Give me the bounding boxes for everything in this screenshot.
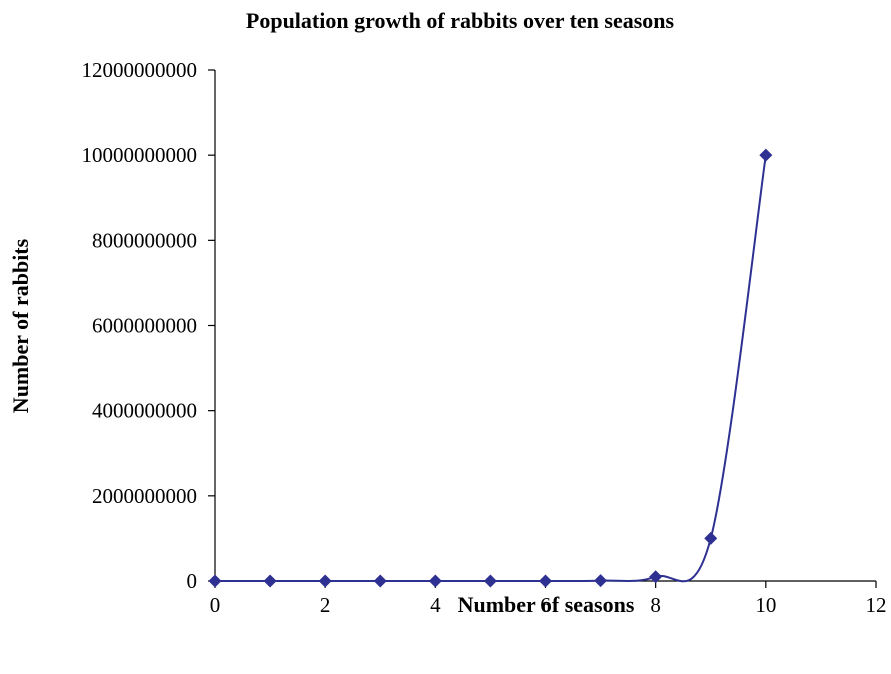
data-point-marker: [704, 531, 718, 545]
y-tick-label: 6000000000: [92, 314, 197, 338]
x-axis-label: Number of seasons: [458, 592, 635, 617]
x-tick-label: 8: [650, 593, 661, 617]
data-point-marker: [594, 574, 608, 588]
y-tick-label: 0: [187, 569, 198, 593]
data-point-marker: [539, 574, 552, 588]
x-tick-label: 10: [755, 593, 776, 617]
y-tick-label: 2000000000: [92, 484, 197, 508]
data-point-marker: [759, 148, 773, 162]
y-tick-label: 8000000000: [92, 228, 197, 252]
data-point-marker: [318, 574, 332, 588]
data-point-marker: [428, 574, 442, 588]
y-axis-label: Number of rabbits: [8, 238, 33, 413]
series-line: [215, 155, 767, 583]
y-tick-label: 10000000000: [82, 143, 198, 167]
data-point-marker: [263, 574, 277, 588]
series-markers: [208, 148, 773, 588]
y-tick-label: 4000000000: [92, 399, 197, 423]
y-tick-label: 12000000000: [82, 58, 198, 82]
x-tick-label: 12: [866, 593, 887, 617]
y-axis-ticks: 0 2000000000 4000000000 6000000000 800000000…: [82, 58, 215, 593]
data-point-marker: [649, 570, 663, 584]
data-point-marker: [483, 574, 497, 588]
data-point-marker: [373, 574, 387, 588]
x-tick-label: 6: [540, 593, 551, 617]
chart-title: Population growth of rabbits over ten se…: [246, 8, 675, 33]
x-tick-label: 2: [320, 593, 331, 617]
data-point-marker: [208, 574, 222, 588]
x-tick-label: 0: [210, 593, 221, 617]
x-tick-label: 4: [430, 593, 441, 617]
